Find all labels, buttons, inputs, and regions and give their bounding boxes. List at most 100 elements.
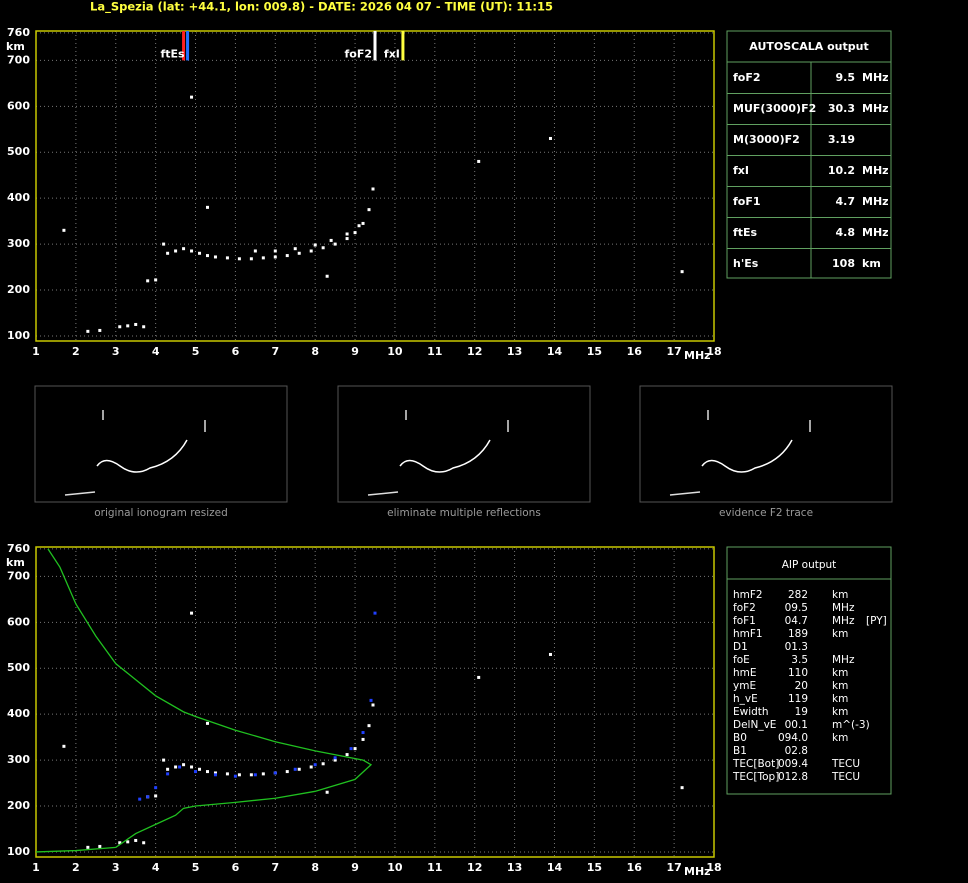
thumbnail-frame (639, 385, 893, 503)
trace-point (285, 770, 289, 774)
trace-point (329, 238, 333, 242)
aip-cell: 009.4 (778, 758, 808, 770)
y-tick-label: 100 (7, 845, 30, 858)
thumbnail-trace (669, 410, 811, 496)
param-value: 30.3 (828, 102, 855, 115)
x-tick-label: 5 (192, 861, 200, 874)
trace-point (118, 841, 122, 845)
param-name: M(3000)F2 (733, 133, 800, 146)
trace-point (86, 329, 90, 333)
trace-point (273, 249, 277, 253)
y-tick-label: 300 (7, 237, 30, 250)
thumbnail-trace (96, 439, 188, 473)
y-tick-label: 100 (7, 329, 30, 342)
trace-point (166, 251, 170, 255)
x-tick-label: 2 (72, 345, 80, 358)
trace-point (309, 249, 313, 253)
trace-point (225, 772, 229, 776)
x-tick-label: 12 (467, 861, 482, 874)
trace-point (154, 786, 158, 790)
frequency-marker (401, 31, 405, 61)
trace-point (174, 249, 178, 253)
param-name: fxI (733, 164, 749, 177)
trace-point (353, 747, 357, 751)
param-value: 108 (832, 257, 855, 270)
y-axis-label: km (6, 556, 25, 569)
aip-box (726, 546, 892, 795)
trace-point (313, 763, 317, 767)
param-value: 4.8 (836, 226, 856, 239)
aip-cell: DelN_vE (733, 719, 776, 731)
x-tick-label: 12 (467, 345, 482, 358)
trace-point (373, 611, 377, 615)
y-tick-label: 700 (7, 569, 30, 582)
trace-point (86, 845, 90, 849)
trace-point (548, 136, 552, 140)
thumbnail (337, 385, 591, 503)
trace-point (182, 763, 186, 767)
aip-cell: TECU (831, 771, 860, 783)
thumbnail (639, 385, 893, 503)
aip-cell: h_vE (733, 693, 758, 705)
aip-cell: hmF2 (733, 589, 763, 601)
trace-point (369, 698, 373, 702)
trace-point (146, 795, 150, 799)
aip-cell: ymE (733, 680, 756, 692)
trace-point (194, 770, 198, 774)
thumbnail-frame (34, 385, 288, 503)
trace-point (333, 756, 337, 760)
x-tick-label: 14 (547, 861, 563, 874)
trace-point (293, 247, 297, 251)
x-tick-label: 14 (547, 345, 563, 358)
param-unit: km (862, 257, 881, 270)
aip-cell: km (832, 732, 848, 744)
trace-point (233, 774, 237, 778)
x-tick-label: 15 (587, 345, 602, 358)
x-tick-label: 7 (271, 861, 279, 874)
plot-frame (35, 546, 715, 858)
x-tick-label: 7 (271, 345, 279, 358)
x-tick-label: 16 (627, 345, 643, 358)
trace-point (333, 758, 337, 762)
trace-point (361, 221, 365, 225)
trace-point (190, 249, 194, 253)
aip-cell: 20 (795, 680, 808, 692)
trace-point (154, 278, 158, 282)
aip-cell: 02.8 (785, 745, 808, 757)
aip-cell: km (832, 680, 848, 692)
trace-point (62, 228, 66, 232)
aip-cell: 09.5 (785, 602, 808, 614)
trace-point (166, 767, 170, 771)
trace-point (253, 249, 257, 253)
aip-cell: D1 (733, 641, 748, 653)
trace-point (367, 208, 371, 212)
x-tick-label: 17 (666, 345, 681, 358)
aip-cell: km (832, 706, 848, 718)
x-tick-label: 1 (32, 345, 40, 358)
param-unit: MHz (862, 102, 889, 115)
aip-cell: Ewidth (733, 706, 769, 718)
x-tick-label: 4 (152, 345, 160, 358)
param-name: ftEs (733, 226, 758, 239)
trace-point (98, 328, 102, 332)
trace-point (325, 790, 329, 794)
x-tick-label: 2 (72, 861, 80, 874)
thumbnail-caption: original ionogram resized (94, 507, 228, 519)
x-tick-label: 9 (351, 345, 359, 358)
x-tick-label: 18 (706, 861, 721, 874)
trace-point (371, 703, 375, 707)
profile-line (35, 548, 373, 853)
param-value: 3.19 (828, 133, 855, 146)
trace-point (142, 325, 146, 329)
x-tick-label: 8 (311, 861, 319, 874)
aip-cell: 00.1 (785, 719, 808, 731)
y-tick-label: 760 (7, 542, 30, 555)
trace-point (190, 95, 194, 99)
param-unit: MHz (862, 164, 889, 177)
trace-point (261, 772, 265, 776)
trace-point (325, 274, 329, 278)
trace-point (126, 324, 130, 328)
aip-cell: km (832, 667, 848, 679)
aip-cell: 19 (795, 706, 808, 718)
trace-point (285, 254, 289, 258)
